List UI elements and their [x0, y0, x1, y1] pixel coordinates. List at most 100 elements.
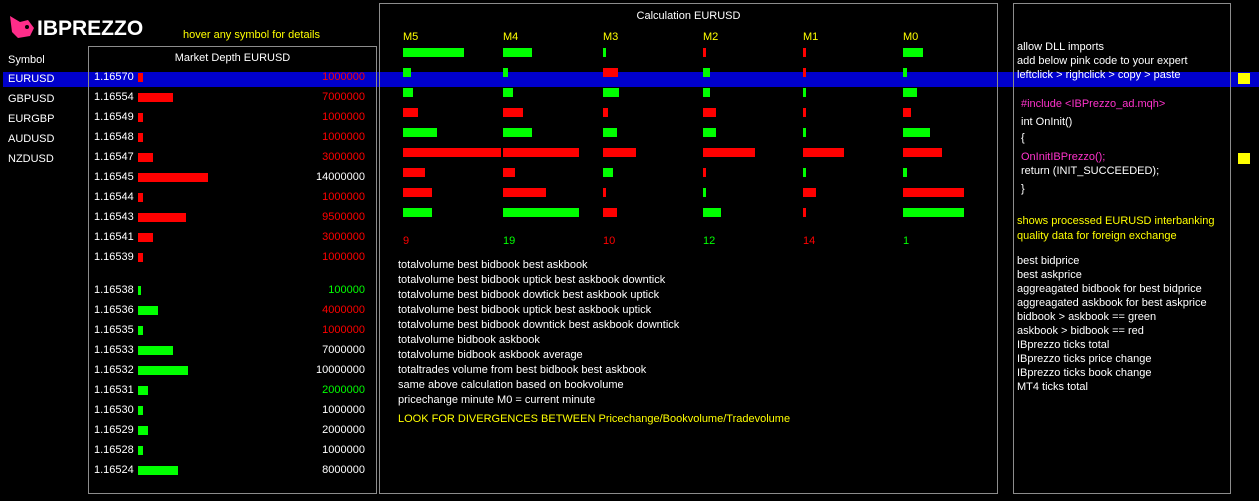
column-label-m3: M3 [603, 31, 619, 43]
depth-volume: 14000000 [316, 171, 365, 183]
calculation-title: Calculation EURUSD [636, 10, 741, 22]
calc-bar [903, 68, 907, 77]
legend-line: bidbook > askbook == green [1017, 311, 1157, 323]
depth-bar [138, 406, 143, 415]
depth-bar [138, 386, 148, 395]
calc-bar [903, 148, 942, 157]
depth-price: 1.16530 [94, 404, 134, 416]
calc-bar [503, 108, 523, 117]
depth-price: 1.16524 [94, 464, 134, 476]
depth-bar [138, 306, 158, 315]
calc-bar [503, 188, 546, 197]
note-line: shows processed EURUSD interbanking [1017, 215, 1215, 227]
legend-line: best askprice [1017, 269, 1082, 281]
description-line: totaltrades volume from best bidbook bes… [398, 364, 647, 376]
description-line: same above calculation based on bookvolu… [398, 379, 624, 391]
column-count: 14 [803, 235, 816, 247]
calc-bar [703, 48, 706, 57]
calc-bar [903, 128, 930, 137]
depth-volume: 2000000 [322, 384, 365, 396]
indicator-square [1238, 73, 1250, 84]
calc-bar [403, 128, 437, 137]
depth-bar [138, 193, 143, 202]
calc-bar [703, 68, 710, 77]
calc-bar [503, 88, 513, 97]
calc-bar [603, 168, 613, 177]
calc-bar [703, 168, 706, 177]
depth-volume: 9500000 [322, 211, 365, 223]
calc-bar [503, 148, 579, 157]
description-line: pricechange minute M0 = current minute [398, 394, 596, 406]
depth-price: 1.16544 [94, 191, 134, 203]
calc-bar [603, 188, 606, 197]
calc-bar [603, 208, 617, 217]
calc-bar [703, 128, 716, 137]
depth-price: 1.16533 [94, 344, 134, 356]
legend-line: aggreagated bidbook for best bidprice [1017, 283, 1202, 295]
depth-volume: 1000000 [322, 444, 365, 456]
calc-bar [403, 88, 413, 97]
depth-price: 1.16545 [94, 171, 134, 183]
code-include[interactable]: #include <IBPrezzo_ad.mqh> [1021, 98, 1166, 110]
column-label-m2: M2 [703, 31, 719, 43]
column-count: 10 [603, 235, 616, 247]
calc-bar [403, 148, 501, 157]
column-label-m4: M4 [503, 31, 519, 43]
calc-bar [603, 48, 606, 57]
legend-line: MT4 ticks total [1017, 381, 1088, 393]
calc-bar [703, 148, 755, 157]
symbol-item-eurusd[interactable]: EURUSD [3, 72, 1259, 87]
symbol-item-audusd[interactable]: AUDUSD [8, 133, 55, 145]
symbol-item-gbpusd[interactable]: GBPUSD [8, 93, 55, 105]
depth-bar [138, 73, 143, 82]
calc-bar [603, 128, 617, 137]
calc-bar [903, 108, 911, 117]
calc-bar [903, 88, 917, 97]
calc-bar [403, 208, 432, 217]
calc-bar [703, 188, 706, 197]
calc-bar [603, 68, 618, 77]
code-oninit: int OnInit() [1021, 116, 1073, 128]
depth-bar [138, 466, 178, 475]
calc-bar [603, 108, 608, 117]
calc-bar [803, 208, 806, 217]
symbol-item-nzdusd[interactable]: NZDUSD [8, 153, 54, 165]
instruction-line: add below pink code to your expert [1017, 55, 1188, 67]
calc-bar [903, 168, 907, 177]
description-line: totalvolume bidbook askbook [398, 334, 540, 346]
calculation-panel: Calculation EURUSD [379, 3, 998, 494]
calc-bar [403, 48, 464, 57]
calc-bar [703, 108, 716, 117]
depth-price: 1.16535 [94, 324, 134, 336]
depth-volume: 1000000 [322, 131, 365, 143]
description-line: totalvolume bidbook askbook average [398, 349, 583, 361]
rabbit-logo-icon [10, 16, 34, 38]
depth-bar [138, 326, 143, 335]
depth-volume: 4000000 [322, 304, 365, 316]
code-open-brace: { [1021, 132, 1025, 144]
depth-volume: 7000000 [322, 91, 365, 103]
depth-price: 1.16538 [94, 284, 134, 296]
depth-bar [138, 133, 143, 142]
description-line: totalvolume best bidbook best askbook [398, 259, 588, 271]
depth-price: 1.16554 [94, 91, 134, 103]
legend-line: IBprezzo ticks book change [1017, 367, 1152, 379]
column-label-m0: M0 [903, 31, 919, 43]
depth-volume: 8000000 [322, 464, 365, 476]
calc-bar [803, 148, 844, 157]
indicator-square [1238, 153, 1250, 164]
calc-bar [503, 168, 515, 177]
depth-price: 1.16541 [94, 231, 134, 243]
column-count: 12 [703, 235, 716, 247]
column-count: 19 [503, 235, 516, 247]
description-line: totalvolume best bidbook uptick best ask… [398, 274, 666, 286]
legend-line: IBprezzo ticks total [1017, 339, 1110, 351]
legend-line: best bidprice [1017, 255, 1080, 267]
logo: IBPREZZO [8, 14, 148, 42]
symbol-item-eurgbp[interactable]: EURGBP [8, 113, 55, 125]
depth-bar [138, 446, 143, 455]
column-count: 9 [403, 235, 410, 247]
code-return: return (INIT_SUCCEEDED); [1021, 165, 1160, 177]
code-call[interactable]: OnInitIBPrezzo(); [1021, 151, 1106, 163]
depth-bar [138, 93, 173, 102]
